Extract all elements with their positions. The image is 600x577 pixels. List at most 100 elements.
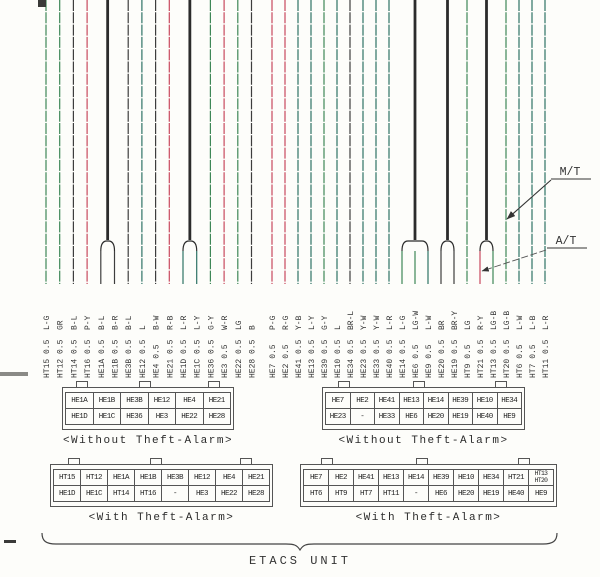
wire-id-label: HE41 0.5 xyxy=(295,339,304,378)
wire-id-label: HE19 0.5 xyxy=(451,339,460,378)
connector-cell: HE1B xyxy=(134,469,162,486)
connector-cell: - xyxy=(161,485,189,502)
connector-cell: HE34 xyxy=(478,469,504,486)
connector-cell: HE28 xyxy=(202,408,231,425)
wire-color-label: P-G xyxy=(269,315,278,330)
connector-cell: HE10 xyxy=(472,392,498,409)
wire-color-label: G-Y xyxy=(207,315,216,330)
connector-cell: HE2 xyxy=(349,392,375,409)
connector-cell: HE22 xyxy=(175,408,204,425)
table-row: HT6 HT9 HT7 HT11- HE6 HE20 HE19 HE40 HE9 xyxy=(303,485,554,502)
wire-id-label: HT21 0.5 xyxy=(477,339,486,378)
wire-id-label: HE1B 0.5 xyxy=(112,339,121,378)
etacs-unit-label: ETACS UNIT xyxy=(249,554,351,568)
connector-cell: HE6 xyxy=(428,485,454,502)
connector-cell: HE4 xyxy=(175,392,204,409)
connector-cell: HE2 xyxy=(328,469,354,486)
connector-pin-table: HE1A HE1B HE3B HE12 HE4 HE21 HE1D HE1C HE36 HE3 HE… xyxy=(65,392,231,425)
connector-cell: HE20 xyxy=(423,408,449,425)
wire-id-label: HE13 0.5 xyxy=(308,339,317,378)
connector-cell: HE3B xyxy=(120,392,149,409)
wire-color-label: R-Y xyxy=(477,315,486,330)
connector-cell: HE1D xyxy=(65,408,94,425)
connector-cell: HE23 xyxy=(325,408,351,425)
connector-lock-tab xyxy=(239,458,252,464)
connector-cell: HE41 xyxy=(353,469,379,486)
connector-cell: HE40 xyxy=(503,485,529,502)
connector-pin-table: HE7 HE2 HE41 HE13 HE14 HE39 HE10 HE34 HE23- HE33 H… xyxy=(325,392,522,425)
connector-cell: HE1D xyxy=(53,485,81,502)
wire-color-label: L-W xyxy=(516,315,525,330)
table-row: HE1D HE1C HT14 HT16- HE3 HE22 HE28 xyxy=(53,485,270,502)
connector-cell: HE3 xyxy=(147,408,176,425)
wire-id-label: HE3 0.5 xyxy=(221,344,230,378)
wire-lines-layer xyxy=(45,0,546,284)
connector-cell: HE9 xyxy=(496,408,522,425)
connector-cell: - xyxy=(403,485,429,502)
scan-artifact xyxy=(38,0,46,7)
connector-cell: HT21 xyxy=(503,469,529,486)
connector-lock-tab xyxy=(320,458,333,464)
table-row: HT15 HT12 HE1A HE1B HE3B HE12 HE4 HE21 xyxy=(53,469,270,486)
connector-cell: HE1B xyxy=(92,392,121,409)
connector-cell: HE1A xyxy=(107,469,135,486)
connector-lock-tab xyxy=(494,381,507,387)
connector-cell: HE4 xyxy=(215,469,243,486)
wire-id-label: HE28 0.5 xyxy=(249,339,258,378)
wire-id-label: HT15 0.5 xyxy=(43,339,52,378)
wire-id-label: HT6 0.5 xyxy=(516,344,525,378)
wire-labels-layer: L-G HT15 0.5 GR HT12 0.5 B-L HT14 0.5 P-Y HT16 … xyxy=(43,311,551,378)
connector-cell: HE12 xyxy=(147,392,176,409)
connector-cell: HE7 xyxy=(303,469,329,486)
connector-cell: HE19 xyxy=(447,408,473,425)
transmission-callouts: M/T A/T xyxy=(481,166,591,272)
wire-split-brace xyxy=(100,240,116,252)
connector-cell: HT7 xyxy=(353,485,379,502)
connector-pin-table: HE7 HE2 HE41 HE13 HE14 HE39 HE10 HE34 HT21 HT13 H… xyxy=(303,469,554,502)
wire-color-label: LG-B xyxy=(490,311,499,330)
connector-frame: HE7 HE2 HE41 HE13 HE14 HE39 HE10 HE34 HT21 HT13 H… xyxy=(300,464,557,507)
connector-cell: HE13 xyxy=(378,469,404,486)
wire-color-label: LG xyxy=(235,320,244,330)
connector-lock-tab xyxy=(208,381,221,387)
connector-cell: HE1A xyxy=(65,392,94,409)
connector-cell: HE13 xyxy=(398,392,424,409)
wire-id-label: HE2 0.5 xyxy=(282,344,291,378)
connector-cell: HE14 xyxy=(403,469,429,486)
wire-id-label: HE12 0.5 xyxy=(139,339,148,378)
wire-color-label: GR xyxy=(57,320,66,330)
table-row: HE7 HE2 HE41 HE13 HE14 HE39 HE10 HE34 xyxy=(325,392,522,409)
connector-cell: HE41 xyxy=(374,392,400,409)
at-arrow xyxy=(481,249,547,272)
connector-lock-tabs xyxy=(322,381,525,387)
connector-cell: HE20 xyxy=(453,485,479,502)
wire-color-label: Y-W xyxy=(360,315,369,330)
connector-cell: HT6 xyxy=(303,485,329,502)
wire-color-label: L-Y xyxy=(194,315,203,330)
connector-cell: HT15 xyxy=(53,469,81,486)
wire-id-label: HT13 0.5 xyxy=(490,339,499,378)
connector-lock-tabs xyxy=(300,458,557,464)
connector-cell: HT14 xyxy=(107,485,135,502)
connector-cell: HE3 xyxy=(188,485,216,502)
connector-cell: HE36 xyxy=(120,408,149,425)
connector-lock-tab xyxy=(67,458,80,464)
wire-id-label: HE1A 0.5 xyxy=(98,339,107,378)
connector-cell: HT11 xyxy=(378,485,404,502)
wire-color-label: LG-W xyxy=(412,311,421,330)
mt-arrow xyxy=(506,179,552,220)
wire-id-label: HE1D 0.5 xyxy=(180,339,189,378)
connector-right-with-theft-alarm: HE7 HE2 HE41 HE13 HE14 HE39 HE10 HE34 HT21 HT13 H… xyxy=(300,458,557,524)
wire-id-label: HE36 0.5 xyxy=(207,339,216,378)
connector-lock-tab xyxy=(75,381,88,387)
wire-color-label: B-L xyxy=(70,315,79,330)
wire-color-label: L-B xyxy=(529,315,538,330)
wire-split-brace xyxy=(401,240,429,252)
connector-cell: HE40 xyxy=(472,408,498,425)
connector-cell: HE3B xyxy=(161,469,189,486)
wire-color-label: B xyxy=(249,325,258,330)
scan-artifact xyxy=(0,372,28,376)
wire-id-label: HT11 0.5 xyxy=(542,339,551,378)
